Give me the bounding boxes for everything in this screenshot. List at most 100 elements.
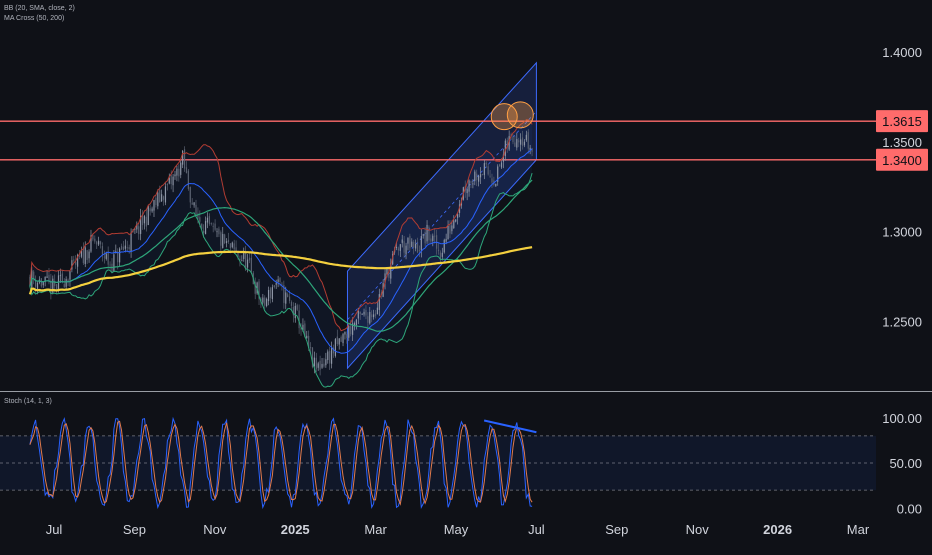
candle-body xyxy=(36,282,39,289)
candle-body xyxy=(369,312,371,324)
candle-body xyxy=(138,226,140,235)
candle-body xyxy=(390,262,392,279)
candle-body xyxy=(525,134,527,141)
candle-body xyxy=(113,254,115,272)
candle-body xyxy=(288,296,291,302)
candle-body xyxy=(204,221,207,235)
candle-body xyxy=(399,244,401,251)
time-tick-label: Mar xyxy=(364,522,387,537)
candle-body xyxy=(401,239,403,243)
candle-body xyxy=(88,251,90,259)
candle-body xyxy=(437,249,440,252)
time-tick-label: May xyxy=(444,522,469,537)
candle-body xyxy=(107,251,109,265)
stoch-indicator-label[interactable]: Stoch (14, 1, 3) xyxy=(4,398,52,405)
candle-body xyxy=(340,336,342,342)
candle-body xyxy=(359,311,361,314)
candle-body xyxy=(46,276,48,278)
stoch-d-line xyxy=(29,420,533,506)
time-tick-label: Jul xyxy=(46,522,63,537)
candle-body xyxy=(262,297,264,303)
stoch-divergence-line xyxy=(483,419,537,434)
candle-body xyxy=(254,281,256,294)
candle-body xyxy=(153,200,155,211)
candle-body xyxy=(495,183,497,187)
candle-body xyxy=(308,335,310,349)
candle-body xyxy=(531,148,533,152)
candle-body xyxy=(227,239,230,243)
candle-body xyxy=(157,192,159,207)
candle-body xyxy=(481,174,484,176)
candle-body xyxy=(518,140,520,143)
candle-body xyxy=(363,311,365,315)
candle-body xyxy=(151,208,153,212)
candle-body xyxy=(231,242,233,248)
candle-body xyxy=(170,175,172,185)
candle-body xyxy=(54,281,56,287)
candle-body xyxy=(172,176,174,186)
candle-body xyxy=(439,252,442,259)
candle-body xyxy=(353,323,356,326)
candle-body xyxy=(239,258,241,260)
candle-body xyxy=(117,251,119,263)
candle-body xyxy=(130,232,132,252)
candle-body xyxy=(378,294,380,310)
time-tick-label: Nov xyxy=(686,522,710,537)
bb-fill xyxy=(29,119,533,388)
candle-body xyxy=(330,347,333,364)
candle-body xyxy=(443,239,445,253)
candle-body xyxy=(267,290,270,302)
candle-body xyxy=(407,237,409,244)
candle-body xyxy=(424,231,426,244)
candle-body xyxy=(266,298,268,307)
candle-body xyxy=(508,136,510,150)
candle-body xyxy=(176,168,178,176)
candle-body xyxy=(33,271,35,280)
ma-cross-indicator-label[interactable]: MA Cross (50, 200) xyxy=(4,15,65,22)
candle-body xyxy=(250,257,252,272)
candle-body xyxy=(126,247,128,249)
candle-body xyxy=(430,238,432,242)
candle-body xyxy=(269,288,272,298)
candle-body xyxy=(504,140,506,156)
price-tick-label: 1.4000 xyxy=(882,45,922,60)
candle-body xyxy=(445,238,447,242)
candle-body xyxy=(159,190,161,202)
candle-body xyxy=(478,175,480,182)
candle-body xyxy=(365,309,367,316)
candle-body xyxy=(63,284,65,288)
candle-body xyxy=(298,310,300,329)
candle-body xyxy=(149,208,151,212)
candle-body xyxy=(336,336,338,344)
bb-indicator-label[interactable]: BB (20, SMA, close, 2) xyxy=(4,5,75,12)
candle-body xyxy=(245,252,247,270)
candle-body xyxy=(258,281,260,299)
candle-body xyxy=(145,216,147,227)
candle-body xyxy=(75,262,77,265)
candle-body xyxy=(516,139,518,148)
candle-body xyxy=(220,232,222,246)
candle-body xyxy=(315,357,317,369)
candle-body xyxy=(84,247,86,264)
candle-body xyxy=(73,259,75,261)
candle-body xyxy=(233,243,235,250)
highlight-circle-2 xyxy=(506,101,534,129)
candle-body xyxy=(485,162,487,165)
candle-body xyxy=(182,150,184,165)
candle-body xyxy=(50,280,52,295)
candle-body xyxy=(311,347,314,368)
candle-body xyxy=(92,235,94,240)
candle-body xyxy=(449,225,451,234)
candle-body xyxy=(441,252,443,257)
axes: 1.2500 1.3000 1.3500 1.4000 1.3615 1.3400 0.00… xyxy=(46,45,928,537)
candle-body xyxy=(120,245,123,250)
candle-body xyxy=(285,292,287,304)
candle-body xyxy=(183,149,186,169)
candle-body xyxy=(329,350,331,364)
candle-body xyxy=(178,168,180,177)
candle-body xyxy=(468,180,470,192)
candle-body xyxy=(434,235,436,237)
candle-body xyxy=(529,147,531,151)
